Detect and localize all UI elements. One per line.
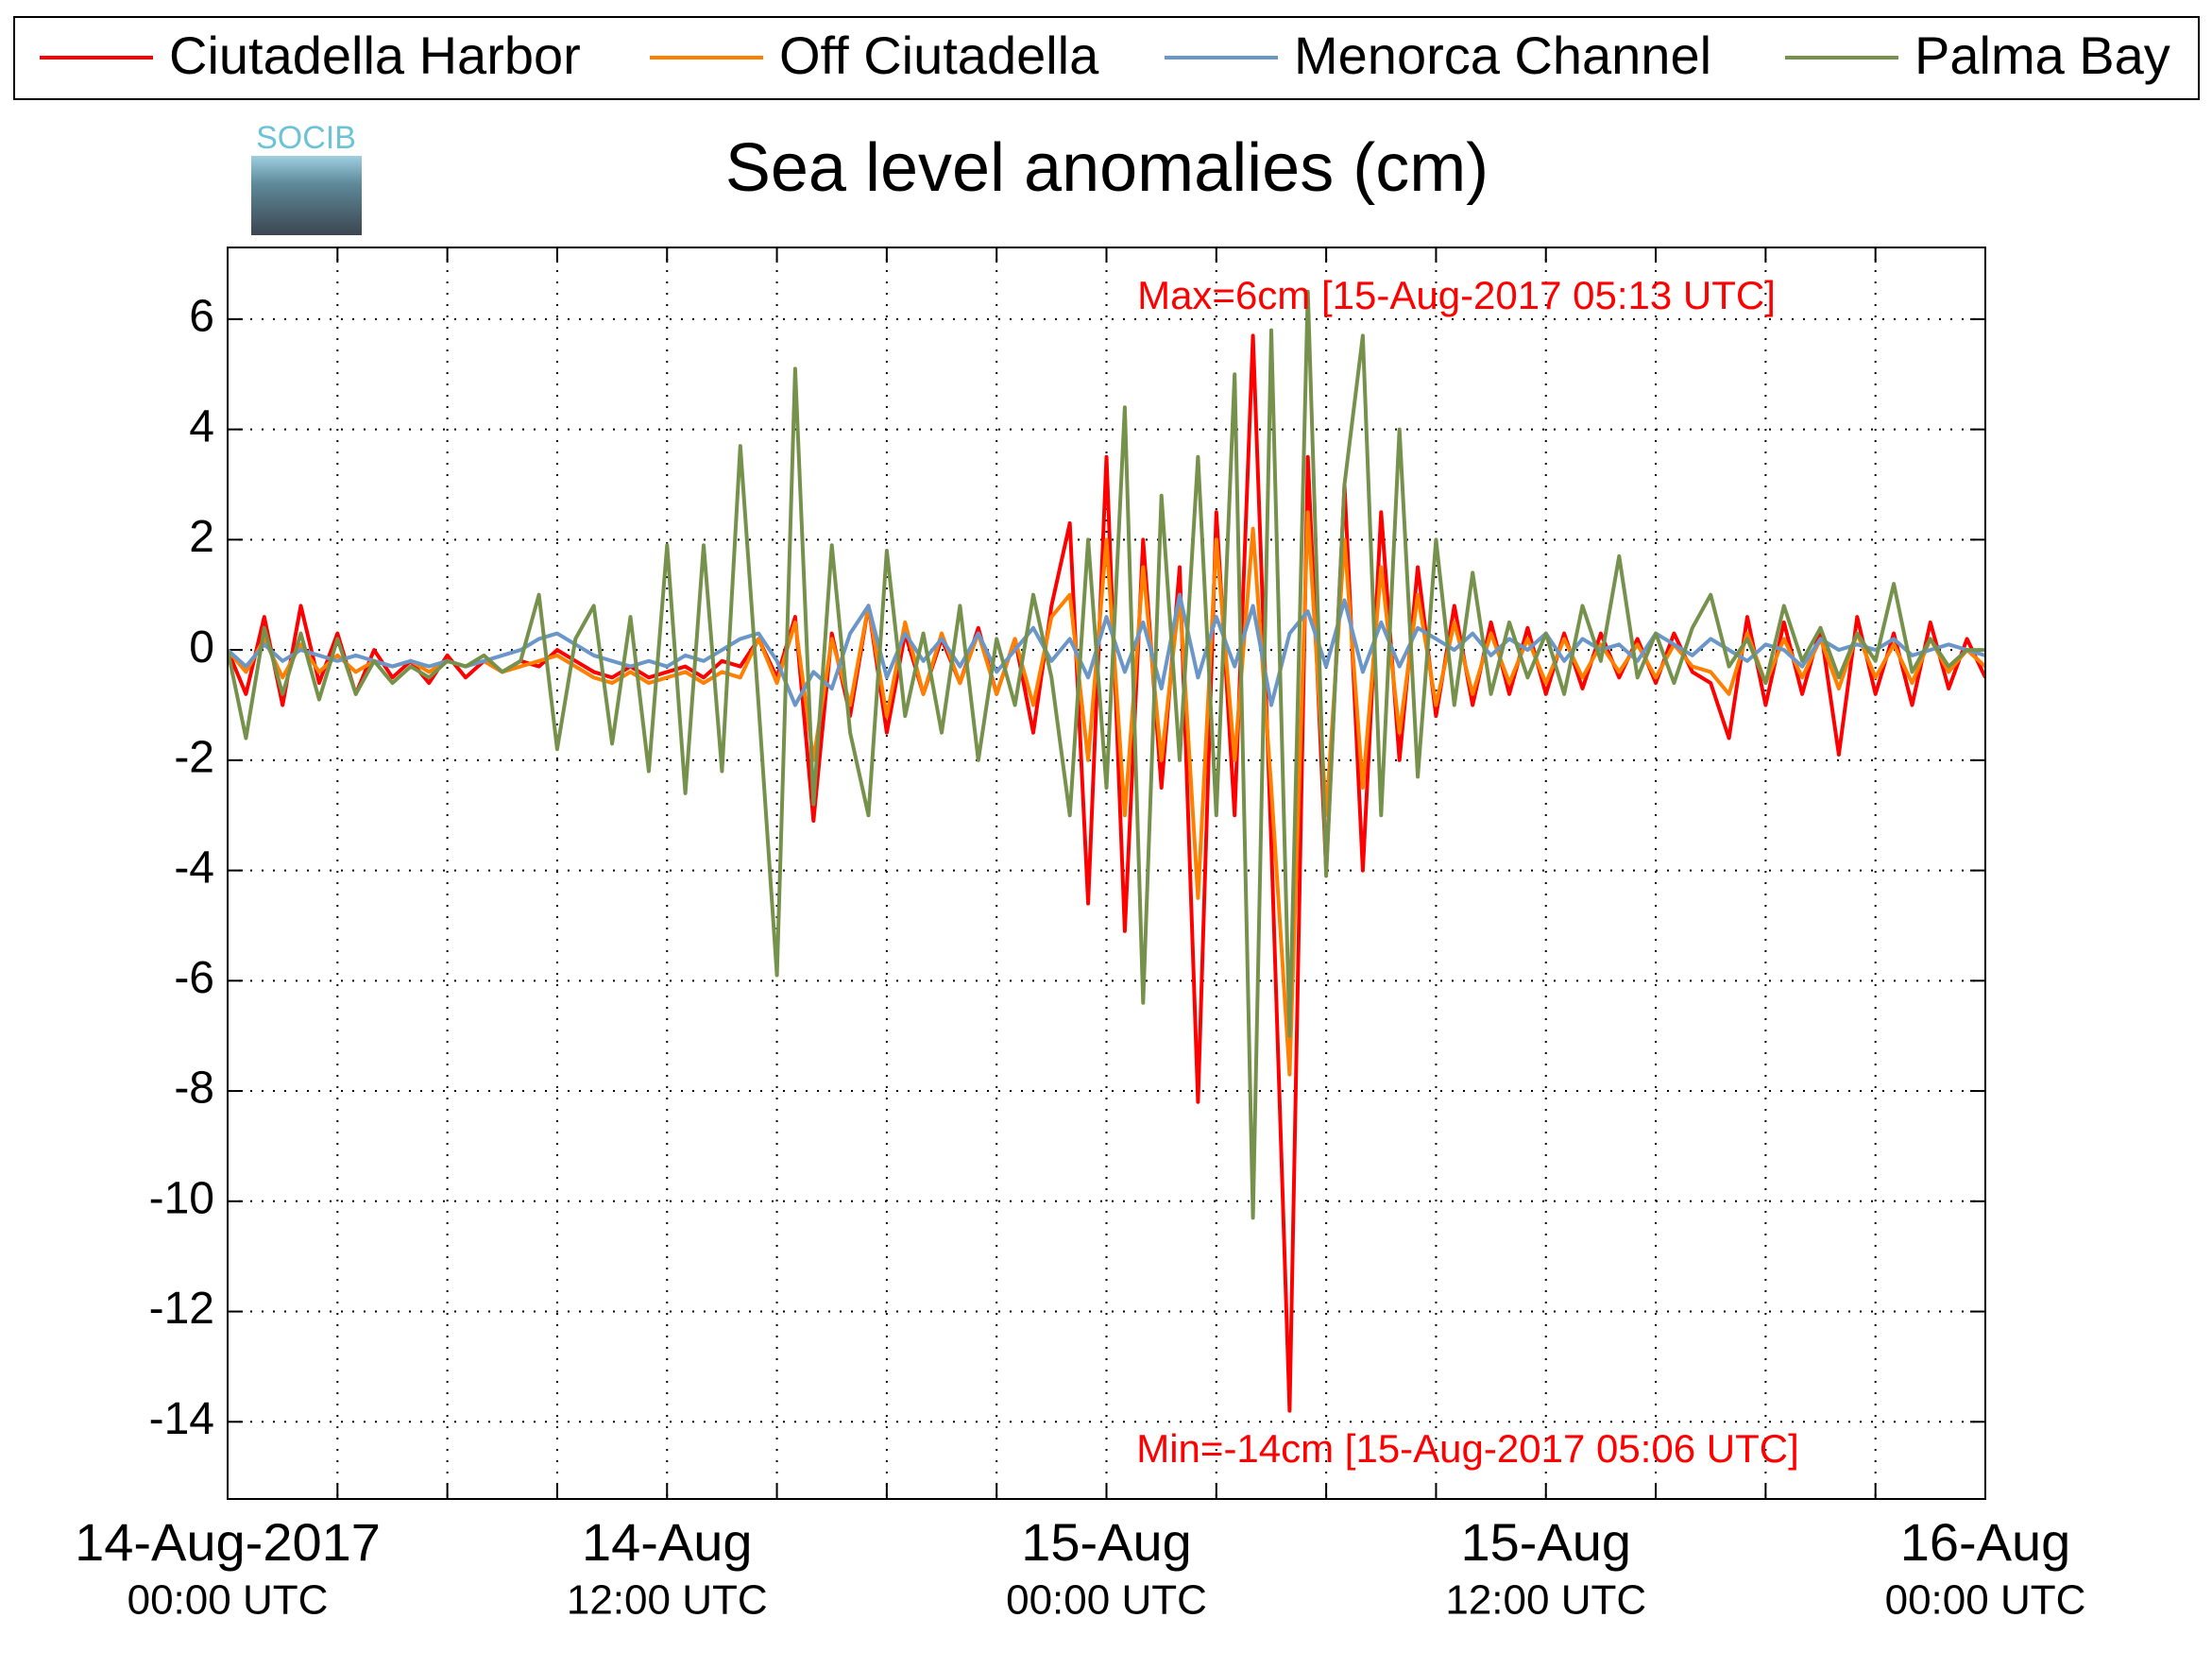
plot-frame	[227, 247, 1986, 1500]
x-tick-sublabel: 00:00 UTC	[1006, 1577, 1207, 1624]
legend-label: Ciutadella Harbor	[169, 26, 581, 85]
y-tick-label: -4	[174, 843, 214, 893]
y-tick-label: 6	[189, 292, 214, 342]
x-tick-sublabel: 12:00 UTC	[1445, 1577, 1646, 1624]
y-tick-label: 0	[189, 622, 214, 673]
logo: SOCIB	[251, 120, 362, 235]
series-line	[228, 592, 1985, 707]
legend-label: Palma Bay	[1914, 26, 2170, 85]
x-tick-sublabel: 00:00 UTC	[1885, 1577, 2086, 1624]
x-tick-label: 14-Aug	[582, 1512, 753, 1572]
y-tick-label: -14	[149, 1394, 214, 1444]
x-tick-sublabel: 00:00 UTC	[128, 1577, 329, 1624]
y-tick-label: -8	[174, 1064, 214, 1114]
y-tick-label: 2	[189, 512, 214, 562]
x-tick-sublabel: 12:00 UTC	[567, 1577, 768, 1624]
x-tick-label: 15-Aug	[1021, 1512, 1192, 1572]
plot-lines	[228, 289, 1985, 1413]
y-tick-label: -12	[149, 1284, 214, 1334]
x-tick-label: 14-Aug-2017	[75, 1512, 381, 1572]
legend-label: Off Ciutadella	[779, 26, 1099, 85]
annotation: Min=-14cm [15-Aug-2017 05:06 UTC]	[1136, 1426, 1799, 1471]
legend-label: Menorca Channel	[1294, 26, 1711, 85]
series-line	[228, 510, 1985, 1077]
y-tick-label: -10	[149, 1173, 214, 1223]
y-tick-label: -2	[174, 733, 214, 783]
chart-title: Sea level anomalies (cm)	[725, 130, 1489, 206]
logo-text: SOCIB	[256, 120, 356, 156]
x-tick-label: 15-Aug	[1460, 1512, 1631, 1572]
annotation: Max=6cm [15-Aug-2017 05:13 UTC]	[1137, 273, 1776, 317]
x-tick-label: 16-Aug	[1900, 1512, 2071, 1572]
series-line	[228, 289, 1985, 1220]
y-tick-label: 4	[189, 401, 214, 451]
logo-image	[251, 156, 362, 235]
y-tick-label: -6	[174, 953, 214, 1003]
